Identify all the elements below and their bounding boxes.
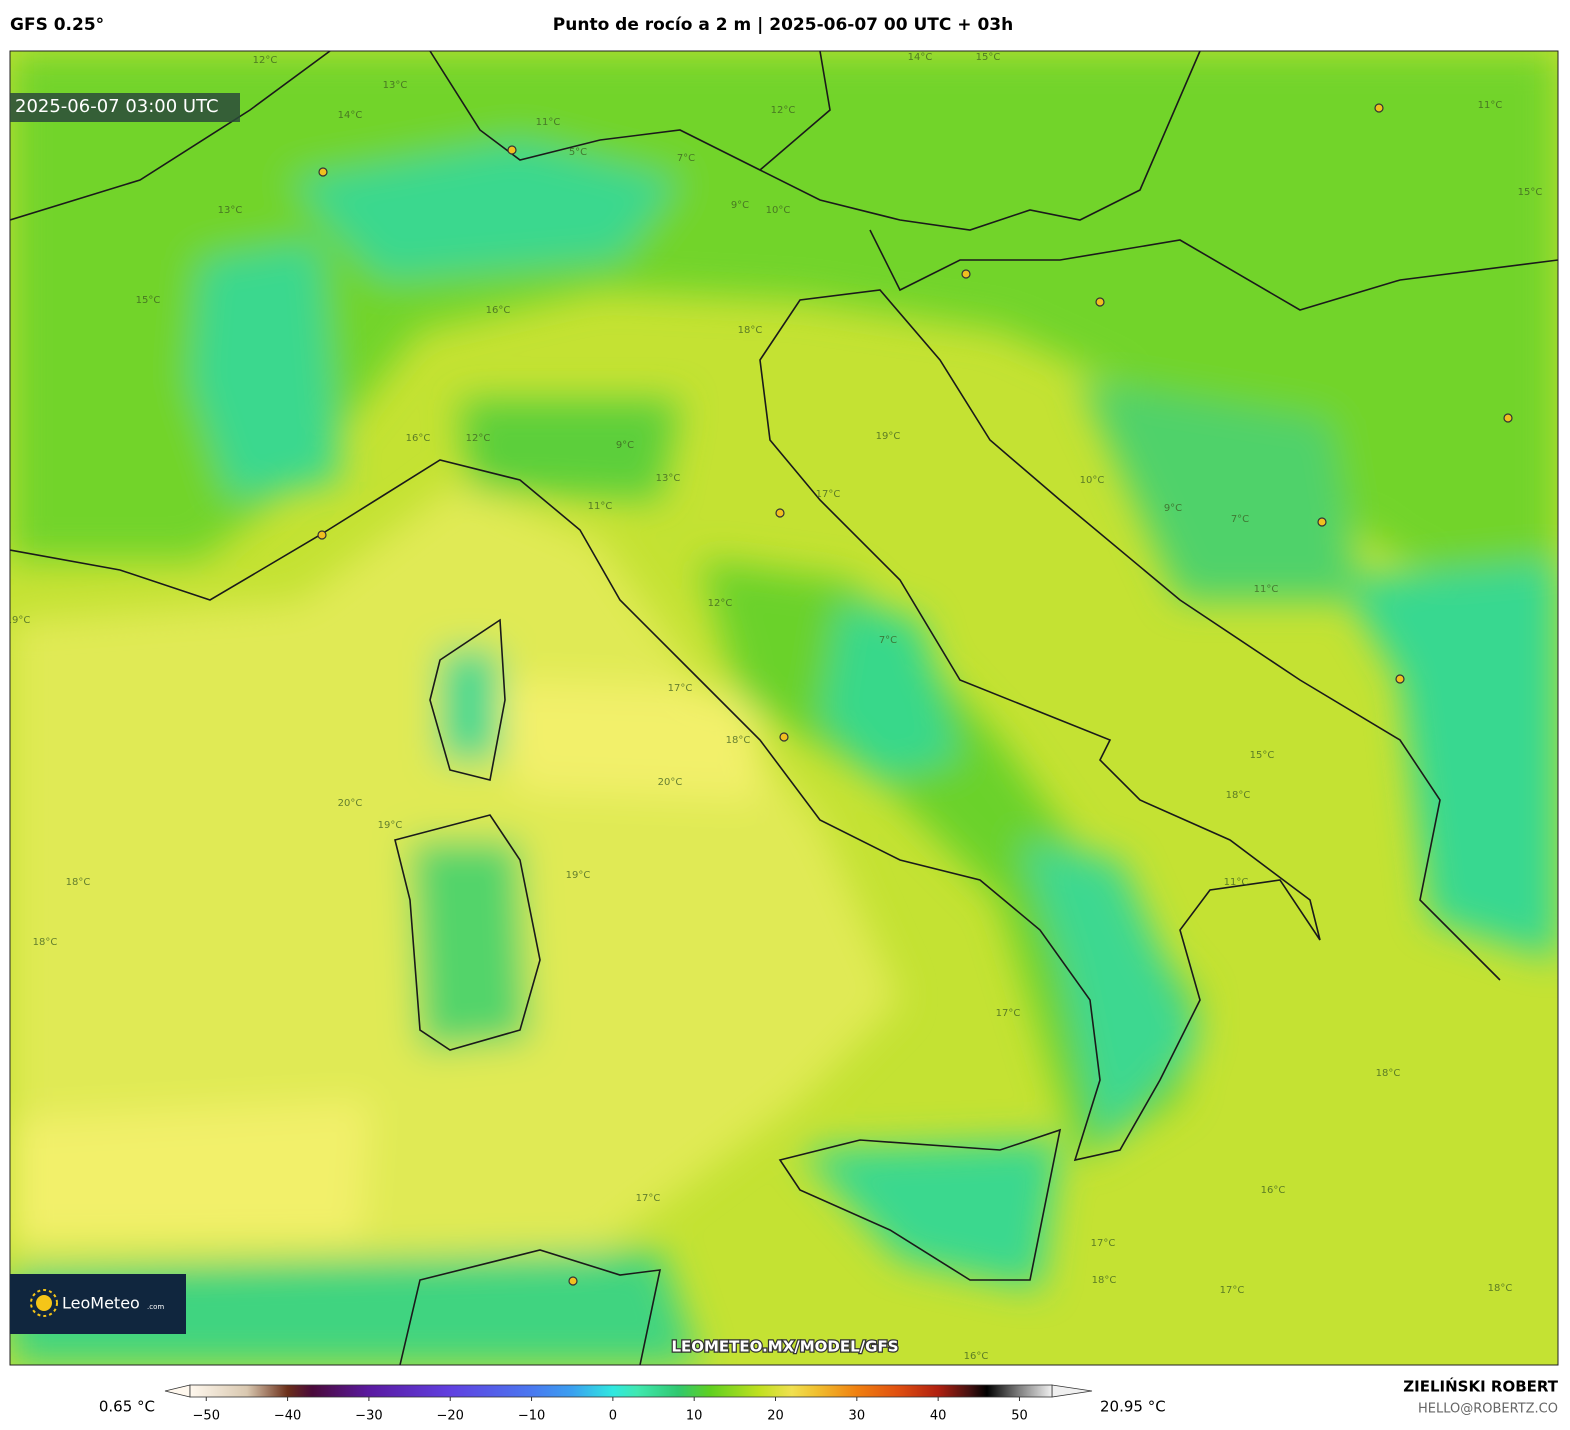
- colorbar: −50 −40 −30 −20 −10 0 10 20 30 40 50: [164, 1384, 1093, 1424]
- contour-label: 11°C: [536, 117, 561, 128]
- contour-label: 14°C: [908, 52, 933, 63]
- contour-label: 12°C: [708, 598, 733, 609]
- email: HELLO@ROBERTZ.CO: [1418, 1402, 1558, 1417]
- colorbar-tick-label: −50: [193, 1409, 220, 1424]
- contour-label: 18°C: [1226, 790, 1251, 801]
- contour-label: 17°C: [996, 1008, 1021, 1019]
- contour-label: 20°C: [338, 798, 363, 809]
- contour-label: 9°C: [731, 200, 749, 211]
- map: 12°C 13°C 14°C 11°C 5°C 7°C 9°C 10°C 12°C 14°C 15°…: [6, 51, 1558, 1365]
- contour-label: 15°C: [136, 295, 161, 306]
- logo-sun: [30, 1289, 58, 1317]
- colorbar-tick-label: 50: [1011, 1409, 1028, 1424]
- contour-label: 9°C: [1164, 503, 1182, 514]
- contour-label: 10°C: [1080, 475, 1105, 486]
- contour-label: 19°C: [876, 431, 901, 442]
- contour-label: 18°C: [1488, 1283, 1513, 1294]
- contour-label: 13°C: [656, 473, 681, 484]
- colorbar-tick-label: −20: [437, 1409, 464, 1424]
- contour-label: 18°C: [1092, 1275, 1117, 1286]
- contour-label: 7°C: [677, 153, 695, 164]
- contour-label: 17°C: [636, 1193, 661, 1204]
- colorbar-tick-label: −30: [355, 1409, 382, 1424]
- colorbar-tick-label: 0: [609, 1409, 617, 1424]
- contour-label: 13°C: [218, 205, 243, 216]
- contour-label: 12°C: [466, 433, 491, 444]
- contour-label: 12°C: [771, 105, 796, 116]
- colorbar-max: 20.95 °C: [1100, 1398, 1166, 1416]
- colorbar-tick-label: 30: [849, 1409, 866, 1424]
- contour-label: 11°C: [1224, 877, 1249, 888]
- colorbar-min: 0.65 °C: [99, 1398, 155, 1416]
- colorbar-end: [164, 1384, 191, 1398]
- contour-label: 15°C: [976, 52, 1001, 63]
- contour-label: 14°C: [338, 110, 363, 121]
- contour-label: 16°C: [406, 433, 431, 444]
- logo-suffix: .com: [147, 1303, 164, 1311]
- contour-label: 18°C: [33, 937, 58, 948]
- contour-label: 18°C: [726, 735, 751, 746]
- contour-label: 17°C: [1091, 1238, 1116, 1249]
- contour-label: 9°C: [616, 440, 634, 451]
- contour-label: 18°C: [1376, 1068, 1401, 1079]
- contour-label: 11°C: [1478, 100, 1503, 111]
- contour-label: 16°C: [964, 1351, 989, 1362]
- contour-label: 19°C: [566, 870, 591, 881]
- contour-label: 19°C: [6, 615, 31, 626]
- contour-label: 7°C: [1231, 514, 1249, 525]
- contour-label: 18°C: [66, 877, 91, 888]
- contour-label: 10°C: [766, 205, 791, 216]
- colorbar-end: [1051, 1384, 1093, 1398]
- contour-label: 20°C: [658, 777, 683, 788]
- contour-label: 16°C: [1261, 1185, 1286, 1196]
- colorbar-tick-label: 20: [767, 1409, 784, 1424]
- contour-label: 11°C: [1254, 584, 1279, 595]
- contour-label: 15°C: [1518, 187, 1543, 198]
- contour-label: 17°C: [668, 683, 693, 694]
- map-title: Punto de rocío a 2 m | 2025-06-07 00 UTC…: [553, 15, 1013, 35]
- contour-label: 5°C: [569, 147, 587, 158]
- contour-label: 15°C: [1250, 750, 1275, 761]
- logo-name: LeoMeteo: [62, 1294, 140, 1313]
- contour-label: 18°C: [738, 325, 763, 336]
- contour-label: 11°C: [588, 501, 613, 512]
- contour-label: 13°C: [383, 80, 408, 91]
- coastline: [10, 51, 1558, 1365]
- colorbar-tick-label: −10: [518, 1409, 545, 1424]
- contour-label: 16°C: [486, 305, 511, 316]
- contour-label: 17°C: [816, 489, 841, 500]
- contour-label: 17°C: [1220, 1285, 1245, 1296]
- author: ZIELIŃSKI ROBERT: [1403, 1377, 1558, 1396]
- colorbar-tick-label: 40: [930, 1409, 947, 1424]
- contour-label: 12°C: [253, 55, 278, 66]
- colorbar-tick-label: −40: [274, 1409, 301, 1424]
- colorbar-gradient: [189, 1384, 1053, 1398]
- contour-label: 7°C: [879, 635, 897, 646]
- watermark: LEOMETEO.MX/MODEL/GFS: [671, 1338, 898, 1356]
- contour-label: 19°C: [378, 820, 403, 831]
- colorbar-tick-label: 10: [686, 1409, 703, 1424]
- timestamp: 2025-06-07 03:00 UTC: [15, 96, 219, 117]
- model-name: GFS 0.25°: [10, 15, 104, 35]
